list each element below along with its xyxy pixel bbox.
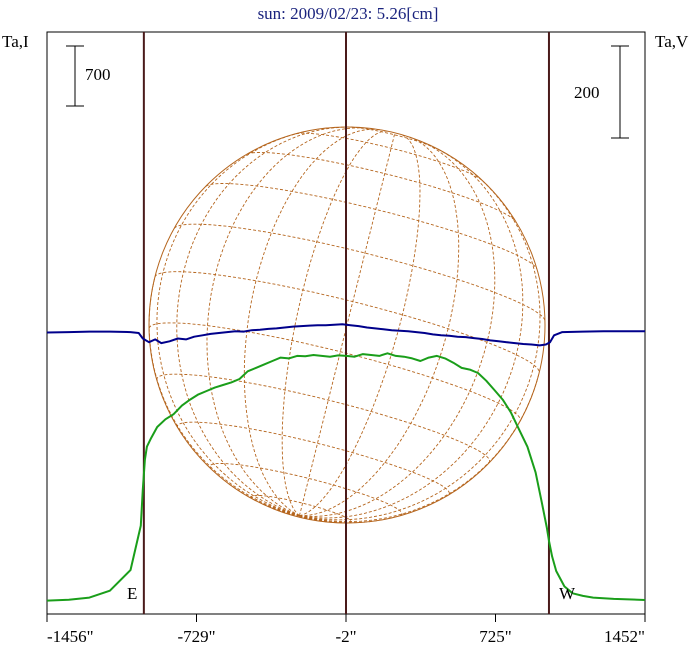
chart-title: sun: 2009/02/23: 5.26[cm] <box>258 4 439 23</box>
latitude-line <box>148 322 521 421</box>
longitude-line <box>243 128 380 517</box>
longitude-line <box>299 148 524 519</box>
latitude-line <box>209 463 403 517</box>
solar-disk-grid <box>148 126 546 524</box>
left-scale-label: 700 <box>85 65 111 84</box>
latitude-line <box>154 271 540 373</box>
latitude-line <box>296 132 482 181</box>
x-tick-label: -729" <box>177 627 215 646</box>
x-tick-label: 1452" <box>604 627 645 646</box>
longitude-line <box>299 173 541 521</box>
x-tick-label: 725" <box>479 627 511 646</box>
series-line-ta-v <box>46 323 645 347</box>
x-tick-label: -1456" <box>47 627 94 646</box>
latitude-line <box>205 183 538 270</box>
latitude-line <box>156 373 491 464</box>
longitude-line <box>299 141 496 517</box>
longitude-line <box>299 136 460 517</box>
longitude-line <box>299 515 379 524</box>
right-axis-label: Ta,V <box>655 32 689 51</box>
longitude-line <box>156 130 306 517</box>
right-scale-label: 200 <box>574 83 600 102</box>
longitude-line <box>281 130 388 517</box>
series-line-ta-i <box>46 352 646 602</box>
east-label: E <box>127 584 137 603</box>
longitude-line <box>299 515 321 522</box>
limb-lines <box>142 32 550 614</box>
right-scale-bar <box>611 45 629 139</box>
left-scale-bar <box>66 45 84 107</box>
longitude-line <box>206 127 367 517</box>
x-axis: -1456" -729" -2" 725" 1452" <box>46 614 646 646</box>
longitude-line <box>227 482 300 517</box>
left-axis-label: Ta,I <box>2 32 29 51</box>
longitude-line <box>299 132 396 516</box>
longitude-line <box>176 126 351 517</box>
west-label: W <box>559 584 576 603</box>
x-tick-label: -2" <box>335 627 356 646</box>
longitude-line <box>299 372 540 523</box>
longitude-line <box>148 277 300 517</box>
data-series <box>46 323 646 602</box>
longitude-line <box>299 515 305 519</box>
latitude-line <box>246 152 516 222</box>
latitude-line <box>177 421 450 496</box>
latitude-line <box>173 223 546 321</box>
